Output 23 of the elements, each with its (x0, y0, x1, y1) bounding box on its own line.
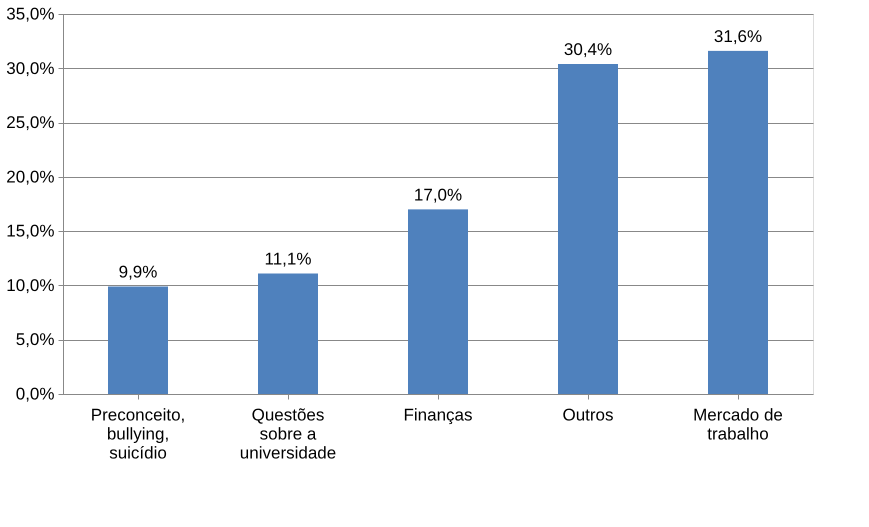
data-label: 9,9% (118, 262, 158, 282)
x-tick-label: Questões sobre a universidade (240, 406, 336, 462)
y-tick-label: 30,0% (6, 58, 54, 78)
x-tick-label: Finanças (404, 406, 472, 424)
data-label: 31,6% (714, 26, 762, 46)
y-tick-label: 20,0% (6, 167, 54, 186)
x-tick-label: Preconceito, bullying, suicídio (90, 406, 186, 462)
x-tick-label: Outros (562, 406, 614, 424)
data-label: 11,1% (264, 249, 312, 268)
x-tick-label: Mercado de trabalho (693, 406, 783, 444)
y-tick-label: 25,0% (6, 113, 54, 132)
data-label: 17,0% (414, 185, 462, 204)
y-tick-label: 0,0% (16, 384, 54, 404)
bar (108, 286, 168, 394)
bar (558, 64, 618, 394)
bar (708, 50, 768, 394)
y-tick-label: 5,0% (16, 330, 54, 350)
bar (408, 209, 468, 394)
data-label: 30,4% (564, 40, 612, 59)
y-tick-label: 35,0% (6, 4, 54, 24)
bar (258, 273, 318, 394)
y-tick-label: 15,0% (6, 222, 54, 241)
y-tick-label: 10,0% (6, 276, 54, 295)
